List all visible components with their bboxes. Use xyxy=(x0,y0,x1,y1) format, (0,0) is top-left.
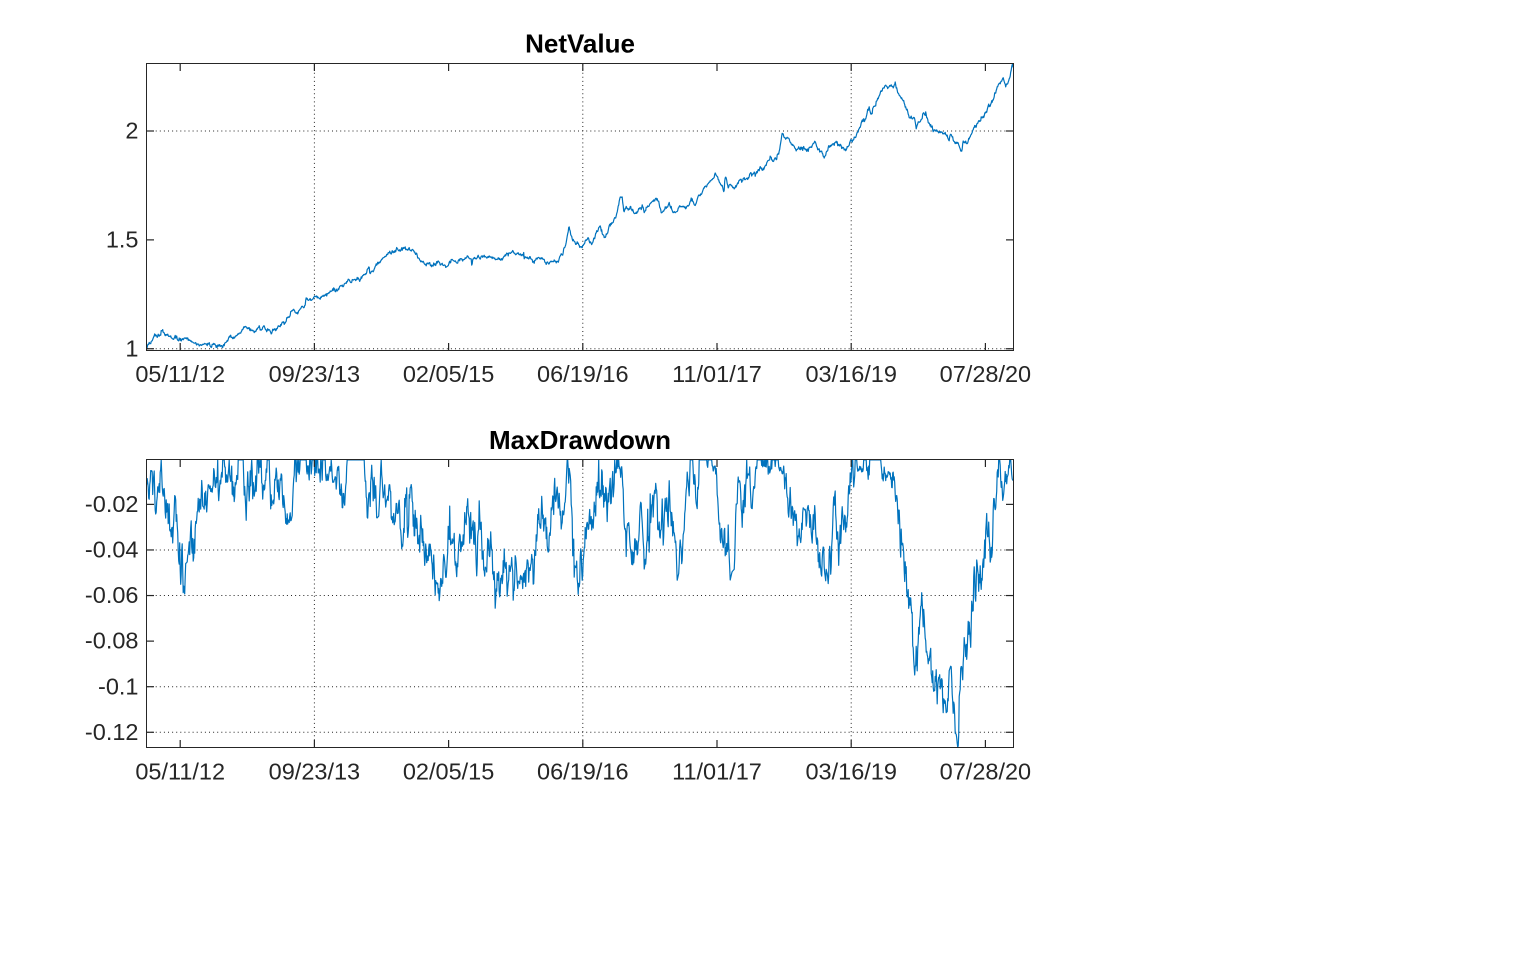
svg-text:03/16/19: 03/16/19 xyxy=(805,361,896,387)
svg-text:NetValue: NetValue xyxy=(525,29,635,59)
svg-text:11/01/17: 11/01/17 xyxy=(672,361,762,387)
svg-text:05/11/12: 05/11/12 xyxy=(135,361,225,387)
svg-text:03/16/19: 03/16/19 xyxy=(805,759,896,785)
svg-text:1.5: 1.5 xyxy=(106,227,139,253)
svg-text:-0.08: -0.08 xyxy=(85,628,139,654)
svg-text:07/28/20: 07/28/20 xyxy=(940,361,1031,387)
svg-text:2: 2 xyxy=(125,118,138,144)
svg-text:1: 1 xyxy=(125,335,138,361)
svg-text:-0.12: -0.12 xyxy=(85,719,139,745)
svg-text:09/23/13: 09/23/13 xyxy=(269,361,360,387)
svg-text:11/01/17: 11/01/17 xyxy=(672,759,762,785)
svg-text:-0.02: -0.02 xyxy=(85,491,139,517)
svg-text:-0.1: -0.1 xyxy=(98,673,139,699)
svg-text:-0.04: -0.04 xyxy=(85,537,139,563)
svg-text:06/19/16: 06/19/16 xyxy=(537,361,628,387)
svg-text:07/28/20: 07/28/20 xyxy=(940,759,1031,785)
svg-text:-0.06: -0.06 xyxy=(85,582,139,608)
svg-text:MaxDrawdown: MaxDrawdown xyxy=(489,425,671,455)
svg-text:02/05/15: 02/05/15 xyxy=(403,759,494,785)
svg-text:05/11/12: 05/11/12 xyxy=(135,759,225,785)
svg-text:09/23/13: 09/23/13 xyxy=(269,759,360,785)
svg-text:02/05/15: 02/05/15 xyxy=(403,361,494,387)
svg-text:06/19/16: 06/19/16 xyxy=(537,759,628,785)
